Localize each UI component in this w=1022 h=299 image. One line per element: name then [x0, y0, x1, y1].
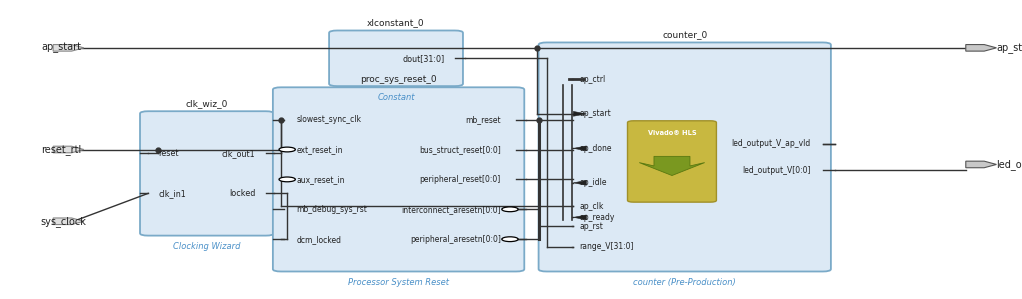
Text: peripheral_reset[0:0]: peripheral_reset[0:0]: [419, 175, 501, 184]
Text: proc_sys_reset_0: proc_sys_reset_0: [361, 75, 436, 84]
Text: bus_struct_reset[0:0]: bus_struct_reset[0:0]: [419, 145, 501, 154]
Polygon shape: [573, 215, 587, 220]
Text: ap_done: ap_done: [579, 144, 612, 153]
Text: reset: reset: [158, 149, 179, 158]
Text: clk_out1: clk_out1: [222, 149, 256, 158]
Circle shape: [279, 147, 295, 152]
FancyBboxPatch shape: [273, 87, 524, 271]
Polygon shape: [53, 218, 84, 225]
Polygon shape: [573, 112, 587, 116]
Text: ap_clk: ap_clk: [579, 202, 604, 211]
Text: led_output_V_ap_vld: led_output_V_ap_vld: [731, 139, 810, 148]
Text: Vivado® HLS: Vivado® HLS: [648, 130, 696, 136]
Text: locked: locked: [229, 189, 256, 198]
Text: counter (Pre-Production): counter (Pre-Production): [634, 278, 736, 287]
Circle shape: [279, 177, 295, 182]
Text: sys_clock: sys_clock: [41, 216, 87, 227]
Text: mb_debug_sys_rst: mb_debug_sys_rst: [296, 205, 367, 214]
Text: dout[31:0]: dout[31:0]: [403, 54, 445, 63]
Polygon shape: [573, 181, 587, 185]
Text: ap_start: ap_start: [579, 109, 611, 118]
Text: ap_start_led: ap_start_led: [996, 42, 1022, 53]
Text: mb_reset: mb_reset: [465, 115, 501, 124]
Text: counter_0: counter_0: [662, 30, 707, 39]
Polygon shape: [573, 146, 587, 151]
Text: led_out[0:0]: led_out[0:0]: [996, 159, 1022, 170]
Polygon shape: [966, 45, 996, 51]
Text: led_output_V[0:0]: led_output_V[0:0]: [742, 166, 810, 175]
Polygon shape: [966, 161, 996, 168]
Polygon shape: [53, 45, 84, 51]
Text: xlconstant_0: xlconstant_0: [367, 18, 425, 27]
Text: Clocking Wizard: Clocking Wizard: [173, 242, 241, 251]
Circle shape: [502, 207, 518, 212]
Text: aux_reset_in: aux_reset_in: [296, 175, 344, 184]
Text: ap_rst: ap_rst: [579, 222, 603, 231]
Text: Processor System Reset: Processor System Reset: [349, 278, 449, 287]
FancyBboxPatch shape: [539, 42, 831, 271]
Circle shape: [502, 237, 518, 242]
Text: clk_in1: clk_in1: [158, 189, 186, 198]
Text: ap_start: ap_start: [41, 43, 81, 53]
Text: ext_reset_in: ext_reset_in: [296, 145, 342, 154]
Text: ap_ctrl: ap_ctrl: [579, 75, 606, 84]
Text: range_V[31:0]: range_V[31:0]: [579, 242, 634, 251]
FancyBboxPatch shape: [329, 30, 463, 86]
Polygon shape: [640, 156, 705, 176]
FancyBboxPatch shape: [628, 121, 716, 202]
Text: dcm_locked: dcm_locked: [296, 235, 341, 244]
Polygon shape: [53, 146, 84, 153]
Text: ap_ready: ap_ready: [579, 213, 615, 222]
Text: ap_idle: ap_idle: [579, 178, 607, 187]
Text: clk_wiz_0: clk_wiz_0: [186, 99, 228, 108]
Text: Constant: Constant: [377, 93, 415, 102]
Text: slowest_sync_clk: slowest_sync_clk: [296, 115, 362, 124]
FancyBboxPatch shape: [140, 111, 274, 236]
Text: reset_rtl: reset_rtl: [41, 144, 81, 155]
Text: peripheral_aresetn[0:0]: peripheral_aresetn[0:0]: [410, 235, 501, 244]
Text: interconnect_aresetn[0:0]: interconnect_aresetn[0:0]: [402, 205, 501, 214]
